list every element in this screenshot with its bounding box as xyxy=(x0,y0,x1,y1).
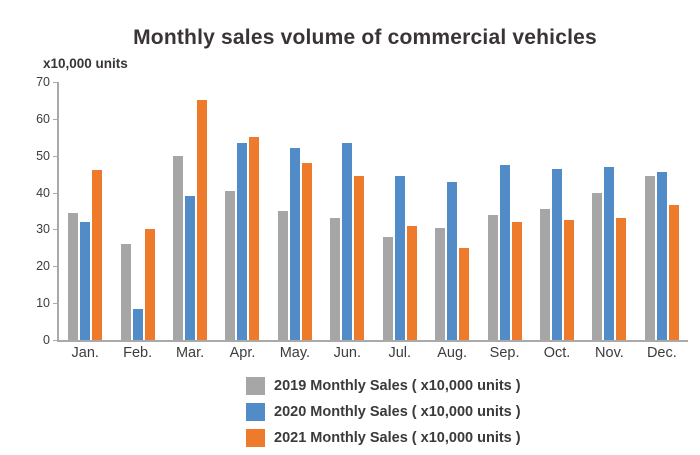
y-axis-tick-label: 20 xyxy=(36,259,50,274)
bar-group-aug: Aug. xyxy=(426,82,478,361)
bar xyxy=(92,170,103,340)
bar xyxy=(289,148,300,340)
y-axis-tick-label: 30 xyxy=(36,222,50,237)
bar xyxy=(354,176,365,340)
bar xyxy=(459,247,470,340)
bar xyxy=(382,236,393,340)
bar xyxy=(644,176,655,340)
y-axis-tick-mark xyxy=(53,192,57,194)
bar xyxy=(499,164,510,340)
bar xyxy=(668,205,679,340)
y-axis-tick-mark xyxy=(53,82,57,83)
plot-area: Jan. Feb. Mar. Apr. May. Jun. Jul. Aug. Sep. Oct.… xyxy=(57,82,688,361)
bar xyxy=(120,244,131,340)
x-axis-label: Jul. xyxy=(388,345,412,361)
bar xyxy=(237,142,248,340)
bar xyxy=(564,220,574,340)
bar xyxy=(197,100,208,340)
bar xyxy=(592,192,603,340)
bar xyxy=(277,211,288,340)
y-axis-tick-mark xyxy=(53,303,57,305)
bar xyxy=(68,212,79,340)
y-axis-tick-label: 50 xyxy=(36,148,50,163)
y-axis-tick-mark xyxy=(53,266,57,268)
bar xyxy=(249,137,260,340)
y-axis-tick-label: 40 xyxy=(36,185,50,200)
bar-group-may: May. xyxy=(269,82,321,361)
bar-group-sep: Sep. xyxy=(478,82,530,361)
y-axis-tick-mark xyxy=(53,229,57,231)
bar xyxy=(185,196,196,340)
legend-item-2021: 2021 Monthly Sales ( x10,000 units ) xyxy=(246,429,521,447)
bar xyxy=(487,214,498,340)
bar-group-jul: Jul. xyxy=(374,82,426,361)
y-axis-tick-label: 70 xyxy=(36,75,50,89)
bar xyxy=(342,142,353,340)
y-axis-tick-label: 10 xyxy=(36,296,50,311)
y-axis-tick-label: 0 xyxy=(43,333,50,347)
bar xyxy=(656,172,667,340)
y-axis-tick-mark xyxy=(53,340,57,341)
x-axis-label: Mar. xyxy=(175,345,205,361)
bar xyxy=(173,155,184,340)
bar xyxy=(301,163,312,340)
bar xyxy=(406,225,417,340)
x-axis-label: Aug. xyxy=(437,345,468,361)
bar xyxy=(540,209,550,340)
legend-label-2020: 2020 Monthly Sales ( x10,000 units ) xyxy=(274,404,521,420)
x-axis-label: Jan. xyxy=(71,345,99,361)
bar xyxy=(552,168,562,340)
bar-group-mar: Mar. xyxy=(164,82,216,361)
legend-label-2021: 2021 Monthly Sales ( x10,000 units ) xyxy=(274,430,521,446)
bar-group-nov: Nov. xyxy=(583,82,635,361)
bar xyxy=(132,308,143,340)
chart-title: Monthly sales volume of commercial vehic… xyxy=(133,26,597,49)
bar-group-jun: Jun. xyxy=(321,82,373,361)
legend-swatch-2020 xyxy=(246,403,265,421)
bar xyxy=(225,190,236,340)
bar-group-apr: Apr. xyxy=(216,82,268,361)
bar xyxy=(330,218,341,340)
x-axis-label: Oct. xyxy=(543,345,571,361)
x-axis-label: Sep. xyxy=(489,345,520,361)
bar xyxy=(144,229,155,340)
x-axis-label: Nov. xyxy=(595,345,624,361)
bar xyxy=(435,227,446,340)
x-axis-label: Jun. xyxy=(333,345,362,361)
bar xyxy=(616,218,627,340)
bar xyxy=(80,222,91,340)
x-axis-label: Feb. xyxy=(123,345,153,361)
bar-group-dec: Dec. xyxy=(636,82,688,361)
y-axis-tick-mark xyxy=(53,155,57,157)
legend-item-2019: 2019 Monthly Sales ( x10,000 units ) xyxy=(246,377,521,395)
legend-item-2020: 2020 Monthly Sales ( x10,000 units ) xyxy=(246,403,521,421)
bar-group-feb: Feb. xyxy=(111,82,163,361)
x-axis-label: Apr. xyxy=(229,345,256,361)
bar-group-oct: Oct. xyxy=(531,82,583,361)
bar xyxy=(394,176,405,340)
y-axis-units-label: x10,000 units xyxy=(43,56,128,71)
bar xyxy=(511,222,522,340)
x-axis-label: May. xyxy=(279,345,311,361)
legend: 2019 Monthly Sales ( x10,000 units ) 202… xyxy=(246,377,521,447)
legend-swatch-2019 xyxy=(246,377,265,395)
bar-group-jan: Jan. xyxy=(59,82,111,361)
y-axis-tick-mark xyxy=(53,118,57,120)
y-axis-tick-label: 60 xyxy=(36,111,50,126)
bar xyxy=(447,181,458,340)
legend-swatch-2021 xyxy=(246,429,265,447)
legend-label-2019: 2019 Monthly Sales ( x10,000 units ) xyxy=(274,378,521,394)
x-axis-label: Dec. xyxy=(646,345,677,361)
bar xyxy=(604,166,615,340)
